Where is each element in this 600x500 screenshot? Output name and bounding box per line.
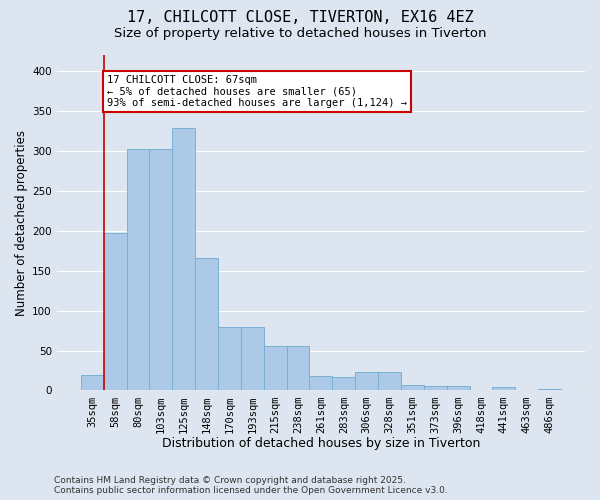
Bar <box>446 386 470 390</box>
Bar <box>310 376 332 390</box>
Y-axis label: Number of detached properties: Number of detached properties <box>15 130 28 316</box>
Bar <box>424 386 446 390</box>
Bar <box>493 388 515 390</box>
X-axis label: Distribution of detached houses by size in Tiverton: Distribution of detached houses by size … <box>162 437 480 450</box>
Bar <box>81 376 104 390</box>
Bar <box>149 150 172 390</box>
Bar <box>241 326 264 390</box>
Bar <box>172 128 195 390</box>
Bar <box>378 372 401 390</box>
Bar <box>104 233 127 390</box>
Bar <box>195 258 218 390</box>
Bar <box>264 346 287 391</box>
Text: Size of property relative to detached houses in Tiverton: Size of property relative to detached ho… <box>114 28 486 40</box>
Bar <box>287 346 310 391</box>
Bar <box>401 385 424 390</box>
Text: 17 CHILCOTT CLOSE: 67sqm
← 5% of detached houses are smaller (65)
93% of semi-de: 17 CHILCOTT CLOSE: 67sqm ← 5% of detache… <box>107 75 407 108</box>
Bar <box>332 377 355 390</box>
Text: Contains HM Land Registry data © Crown copyright and database right 2025.
Contai: Contains HM Land Registry data © Crown c… <box>54 476 448 495</box>
Bar <box>218 326 241 390</box>
Bar <box>127 150 149 390</box>
Text: 17, CHILCOTT CLOSE, TIVERTON, EX16 4EZ: 17, CHILCOTT CLOSE, TIVERTON, EX16 4EZ <box>127 10 473 25</box>
Bar <box>538 389 561 390</box>
Bar <box>355 372 378 390</box>
